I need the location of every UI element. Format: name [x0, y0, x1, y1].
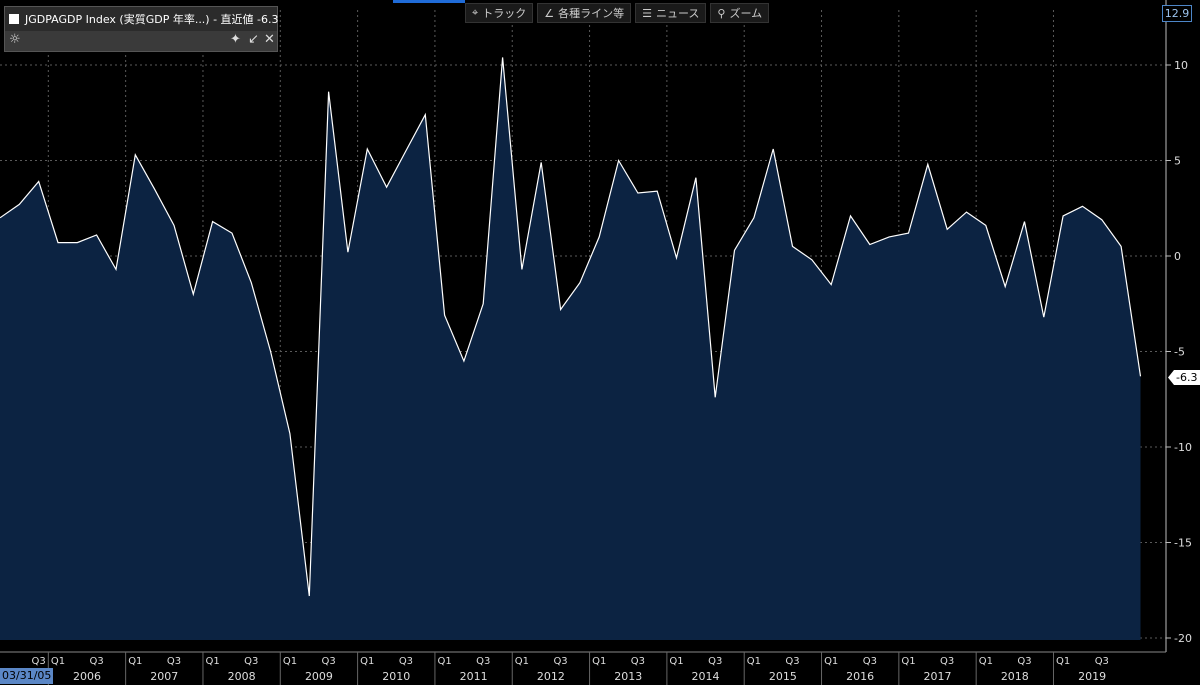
x-quarter-label: Q1 — [515, 656, 529, 667]
chart-toolbar: ⌖ トラック ∠ 各種ライン等 ☰ ニュース ⚲ ズーム — [465, 3, 770, 23]
x-year-label: 2010 — [382, 670, 410, 683]
line-tool-icon: ∠ — [544, 6, 555, 20]
x-quarter-label: Q3 — [167, 656, 181, 667]
x-axis: Q3 Q1 Q3 Q1 Q3 Q1 Q3 Q1 Q3 Q1 Q3 Q1 Q3 Q1 Q3 Q1 Q3 Q1 Q3 Q1… — [0, 651, 1166, 685]
x-year-label: 2013 — [614, 670, 642, 683]
legend-panel[interactable]: JGDPAGDP Index (実質GDP 年率...) - 直近値 -6.3 … — [4, 6, 279, 52]
gdp-area-fill — [0, 57, 1141, 640]
news-label: ニュース — [655, 7, 700, 20]
gear-icon[interactable]: ☼ — [9, 32, 21, 47]
shrink-icon[interactable]: ↙ — [248, 32, 259, 47]
x-quarter-label: Q3 — [476, 656, 490, 667]
x-year-label: 2017 — [924, 670, 952, 683]
x-quarter-label: Q1 — [283, 656, 297, 667]
legend-row[interactable]: JGDPAGDP Index (実質GDP 年率...) - 直近値 -6.3 — [9, 10, 279, 28]
news-button[interactable]: ☰ ニュース — [635, 3, 707, 23]
y-tick-label: 0 — [1174, 250, 1181, 263]
crosshair-icon: ⌖ — [472, 6, 479, 19]
x-quarter-label: Q1 — [979, 656, 993, 667]
x-quarter-label: Q3 — [32, 656, 46, 667]
x-year-label: 2019 — [1078, 670, 1106, 683]
y-tick-label: -10 — [1174, 441, 1192, 454]
x-quarter-label: Q1 — [1056, 656, 1070, 667]
y-tick-label: -5 — [1174, 346, 1185, 359]
zoom-button[interactable]: ⚲ ズーム — [710, 3, 770, 23]
x-quarter-label: Q1 — [51, 656, 65, 667]
last-value-badge: -6.3 — [1168, 370, 1200, 385]
x-quarter-label: Q3 — [1095, 656, 1109, 667]
x-year-label: 2006 — [73, 670, 101, 683]
x-year-label: 2018 — [1001, 670, 1029, 683]
legend-controls: ☼ ✦ ↙ ✕ — [5, 31, 277, 51]
lines-label: 各種ライン等 — [558, 7, 625, 20]
y-tick-label: 10 — [1174, 59, 1188, 72]
x-year-label: 2016 — [846, 670, 874, 683]
x-quarter-label: Q3 — [553, 656, 567, 667]
x-quarter-label: Q1 — [360, 656, 374, 667]
axis-max-badge: 12.9 — [1162, 5, 1192, 22]
y-tick-label: -20 — [1174, 632, 1192, 645]
x-quarter-label: Q3 — [940, 656, 954, 667]
x-quarter-label: Q1 — [128, 656, 142, 667]
x-quarter-label: Q1 — [437, 656, 451, 667]
x-quarter-label: Q3 — [244, 656, 258, 667]
x-quarter-label: Q3 — [1017, 656, 1031, 667]
active-tab-indicator — [393, 0, 465, 3]
gdp-line — [0, 57, 1142, 597]
y-tick-label: 5 — [1174, 155, 1181, 168]
x-year-label: 2012 — [537, 670, 565, 683]
x-year-label: 2008 — [228, 670, 256, 683]
x-quarter-label: Q3 — [321, 656, 335, 667]
x-quarter-label: Q3 — [863, 656, 877, 667]
x-quarter-label: Q3 — [785, 656, 799, 667]
x-year-label: 2009 — [305, 670, 333, 683]
x-quarter-label: Q3 — [399, 656, 413, 667]
track-button[interactable]: ⌖ トラック — [465, 3, 534, 23]
close-icon[interactable]: ✕ — [264, 32, 275, 47]
x-year-label: 2014 — [692, 670, 720, 683]
y-tick-label: -15 — [1174, 537, 1192, 550]
zoom-label: ズーム — [729, 7, 763, 20]
zoom-icon: ⚲ — [717, 6, 726, 20]
x-quarter-label: Q1 — [206, 656, 220, 667]
x-year-label: 2011 — [460, 670, 488, 683]
x-year-label: 2015 — [769, 670, 797, 683]
legend-swatch — [9, 14, 19, 24]
start-date-badge: 03/31/05 — [0, 668, 54, 684]
x-quarter-label: Q1 — [747, 656, 761, 667]
pin-icon[interactable]: ✦ — [230, 32, 241, 47]
x-quarter-label: Q3 — [90, 656, 104, 667]
x-quarter-label: Q1 — [669, 656, 683, 667]
x-quarter-label: Q1 — [901, 656, 915, 667]
y-axis-ticks: 10 5 0 -5 -10 -15 -20 — [1166, 59, 1192, 645]
x-quarter-label: Q3 — [631, 656, 645, 667]
news-icon: ☰ — [642, 6, 652, 20]
x-quarter-label: Q1 — [592, 656, 606, 667]
legend-label: JGDPAGDP Index (実質GDP 年率...) - 直近値 -6.3 — [25, 13, 279, 26]
x-quarter-label: Q1 — [824, 656, 838, 667]
x-year-label: 2007 — [150, 670, 178, 683]
lines-button[interactable]: ∠ 各種ライン等 — [537, 3, 632, 23]
track-label: トラック — [482, 7, 527, 20]
x-quarter-label: Q3 — [708, 656, 722, 667]
